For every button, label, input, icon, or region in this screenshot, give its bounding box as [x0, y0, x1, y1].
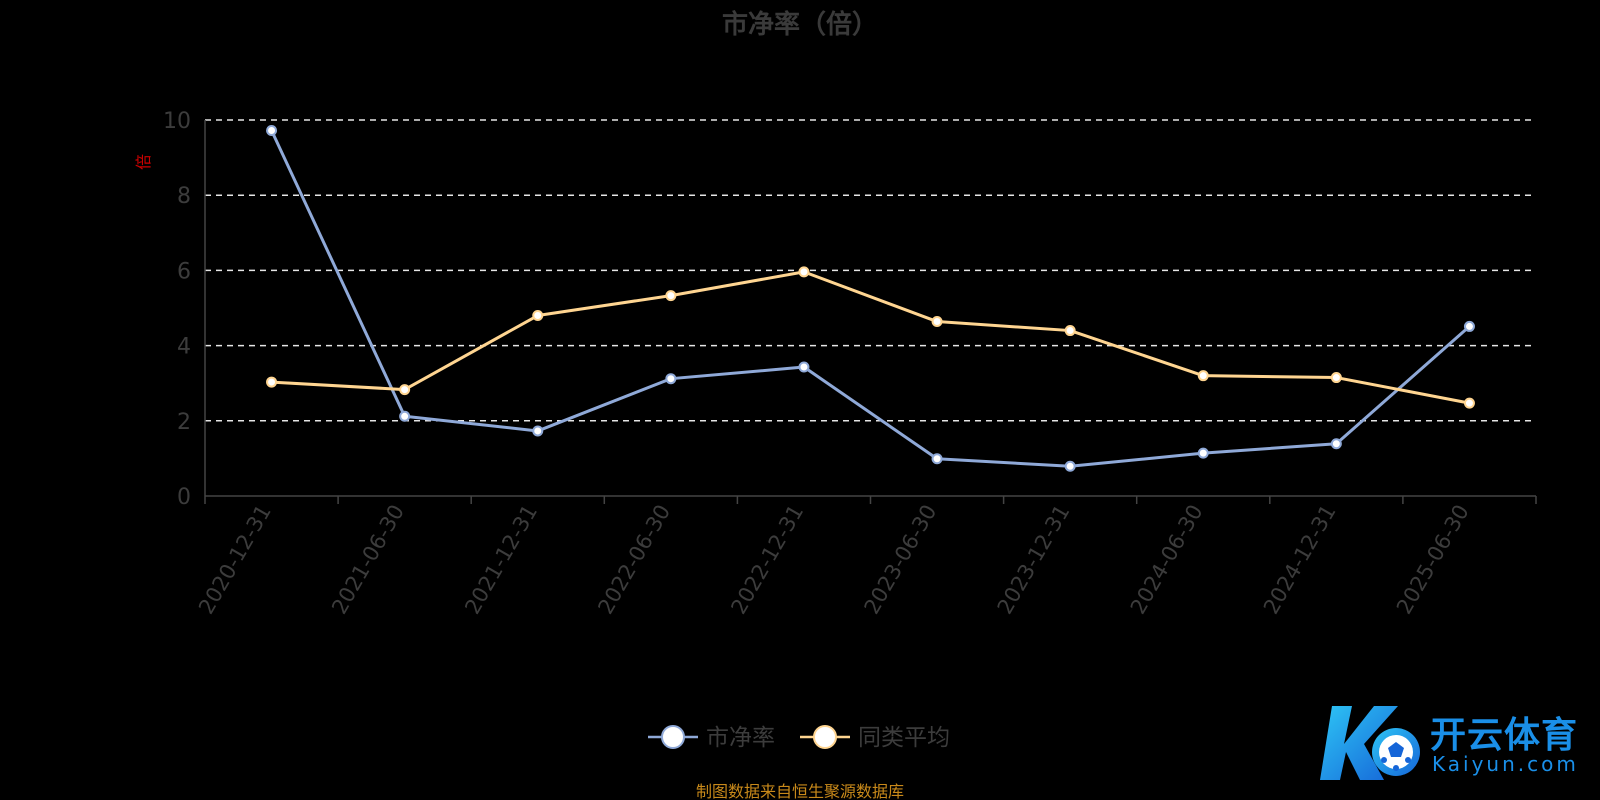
x-tick-label: 2023-12-31	[993, 501, 1075, 619]
x-tick-label: 2024-12-31	[1259, 501, 1341, 619]
x-tick-label: 2025-06-30	[1392, 501, 1474, 619]
data-point	[798, 361, 810, 373]
x-tick-label: 2022-06-30	[593, 501, 675, 619]
brand-logo-icon	[1320, 706, 1420, 780]
data-point	[1463, 320, 1475, 332]
data-point	[266, 125, 278, 137]
x-tick-label: 2024-06-30	[1126, 501, 1208, 619]
legend-label: 市净率	[706, 725, 775, 751]
data-point	[532, 425, 544, 437]
data-point	[1064, 460, 1076, 472]
y-tick-label: 4	[177, 335, 191, 360]
brand-name-cn: 开云体育	[1430, 715, 1579, 756]
data-point	[665, 290, 677, 302]
legend-marker	[661, 725, 685, 749]
data-point	[1330, 372, 1342, 384]
x-tick-label: 2023-06-30	[860, 501, 942, 619]
data-point	[665, 373, 677, 385]
data-point	[1197, 370, 1209, 382]
data-point	[399, 410, 411, 422]
x-tick-label: 2022-12-31	[726, 501, 808, 619]
y-tick-label: 6	[177, 259, 191, 284]
source-note: 制图数据来自恒生聚源数据库	[695, 782, 904, 800]
brand-name-en: Kaiyun.com	[1432, 752, 1579, 776]
y-tick-label: 8	[177, 184, 191, 209]
y-axis-label: 倍	[134, 154, 153, 170]
data-point	[798, 266, 810, 278]
axis-layer: 0 2 4 6 8 10 倍 2020-12-31 2021-06-30 2021-12-31 20…	[134, 109, 1537, 619]
legend-label: 同类平均	[858, 725, 950, 751]
y-tick-label: 10	[163, 109, 191, 134]
data-point	[532, 310, 544, 322]
data-point	[931, 316, 943, 328]
legend-marker	[813, 725, 837, 749]
y-tick-label: 2	[177, 410, 191, 435]
data-point	[931, 453, 943, 465]
legend: 市净率 同类平均	[648, 725, 950, 751]
y-tick-label: 0	[177, 485, 191, 510]
data-point	[1463, 397, 1475, 409]
x-tick-label: 2021-06-30	[327, 501, 409, 619]
data-point	[1330, 438, 1342, 450]
brand-watermark: 开云体育 Kaiyun.com	[1318, 700, 1590, 786]
data-point	[1064, 325, 1076, 337]
x-tick-label: 2020-12-31	[194, 501, 276, 619]
chart-title: 市净率（倍）	[721, 10, 878, 40]
series-layer	[266, 125, 1475, 472]
grid-layer	[205, 119, 1536, 422]
data-point	[266, 376, 278, 388]
data-point	[399, 384, 411, 396]
series-line-2	[271, 270, 1470, 405]
x-tick-label: 2021-12-31	[460, 501, 542, 619]
series-line-1	[270, 129, 1471, 468]
data-point	[1197, 447, 1209, 459]
